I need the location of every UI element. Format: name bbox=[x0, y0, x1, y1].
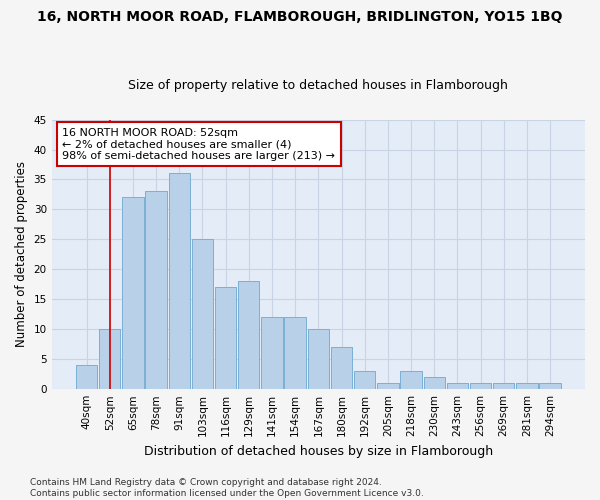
Text: Contains HM Land Registry data © Crown copyright and database right 2024.
Contai: Contains HM Land Registry data © Crown c… bbox=[30, 478, 424, 498]
Bar bbox=[262, 318, 283, 389]
Bar bbox=[539, 383, 561, 389]
Bar bbox=[284, 318, 306, 389]
Bar bbox=[169, 174, 190, 389]
Bar bbox=[354, 371, 376, 389]
Bar bbox=[377, 383, 398, 389]
Bar bbox=[331, 347, 352, 389]
Bar bbox=[424, 377, 445, 389]
Bar bbox=[238, 282, 259, 389]
Bar bbox=[447, 383, 468, 389]
Bar bbox=[493, 383, 514, 389]
X-axis label: Distribution of detached houses by size in Flamborough: Distribution of detached houses by size … bbox=[144, 444, 493, 458]
Bar bbox=[308, 330, 329, 389]
Bar bbox=[516, 383, 538, 389]
Y-axis label: Number of detached properties: Number of detached properties bbox=[15, 162, 28, 348]
Bar bbox=[76, 365, 97, 389]
Bar bbox=[192, 240, 213, 389]
Bar bbox=[400, 371, 422, 389]
Bar bbox=[470, 383, 491, 389]
Bar bbox=[122, 198, 143, 389]
Bar bbox=[145, 192, 167, 389]
Bar bbox=[99, 330, 121, 389]
Text: 16 NORTH MOOR ROAD: 52sqm
← 2% of detached houses are smaller (4)
98% of semi-de: 16 NORTH MOOR ROAD: 52sqm ← 2% of detach… bbox=[62, 128, 335, 161]
Title: Size of property relative to detached houses in Flamborough: Size of property relative to detached ho… bbox=[128, 79, 508, 92]
Bar bbox=[215, 288, 236, 389]
Text: 16, NORTH MOOR ROAD, FLAMBOROUGH, BRIDLINGTON, YO15 1BQ: 16, NORTH MOOR ROAD, FLAMBOROUGH, BRIDLI… bbox=[37, 10, 563, 24]
